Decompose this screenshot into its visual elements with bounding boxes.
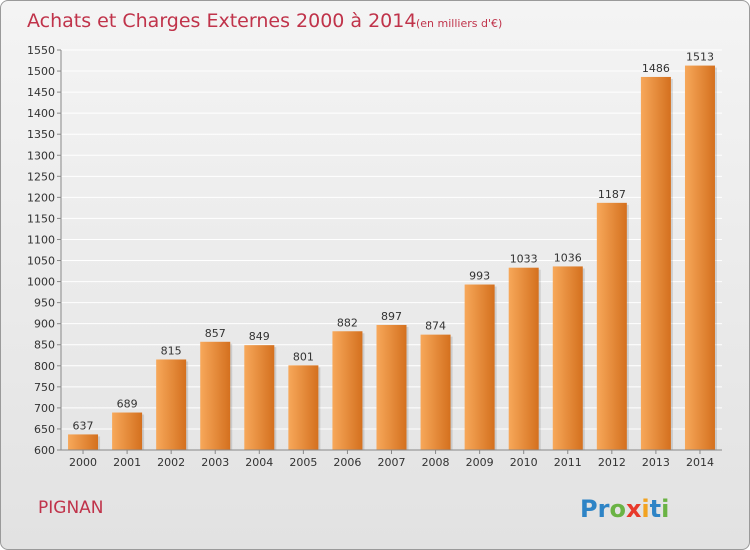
x-tick-label: 2008 xyxy=(422,456,450,469)
logo-letter: P xyxy=(580,495,598,523)
x-tick-label: 2003 xyxy=(201,456,229,469)
x-tick-label: 2009 xyxy=(466,456,494,469)
bar-value-label: 1033 xyxy=(510,253,538,266)
x-tick-label: 2012 xyxy=(598,456,626,469)
x-tick-label: 2001 xyxy=(113,456,141,469)
bar-2011 xyxy=(552,266,583,450)
bar-value-label: 882 xyxy=(337,316,358,329)
y-tick-label: 1450 xyxy=(27,86,55,99)
logo-letter: t xyxy=(650,495,661,523)
y-tick-label: 1550 xyxy=(27,44,55,57)
logo-letter: i xyxy=(661,495,669,523)
bar-value-label: 815 xyxy=(161,344,182,357)
y-tick-label: 1350 xyxy=(27,128,55,141)
bar-value-label: 874 xyxy=(425,320,446,333)
x-tick-label: 2013 xyxy=(642,456,670,469)
y-tick-label: 800 xyxy=(34,360,55,373)
bar-2003 xyxy=(200,341,231,450)
proxiti-logo: Proxiti xyxy=(580,495,669,523)
logo-letter: r xyxy=(598,495,610,523)
bar-value-labels: 637 689 815 857 849 801 882 897 874 993 1033 1036 11… xyxy=(73,51,714,433)
bar-2005 xyxy=(288,365,319,450)
y-tick-label: 1300 xyxy=(27,149,55,162)
bar-2002 xyxy=(156,359,187,450)
bar-value-label: 801 xyxy=(293,350,314,363)
logo-letter: i xyxy=(641,495,649,523)
y-tick-label: 1150 xyxy=(27,212,55,225)
y-tick-label: 1200 xyxy=(27,191,55,204)
bar-2006 xyxy=(332,331,363,450)
x-axis: 2000 2001 2002 2003 2004 2005 2006 2007 2008 2009… xyxy=(61,449,722,469)
chart-subtitle: (en milliers d'€) xyxy=(416,17,502,30)
bars xyxy=(68,65,717,451)
x-tick-label: 2010 xyxy=(510,456,538,469)
x-tick-label: 2005 xyxy=(289,456,317,469)
y-tick-label: 1500 xyxy=(27,65,55,78)
x-tick-label: 2002 xyxy=(157,456,185,469)
logo-letter: x xyxy=(626,495,642,523)
y-tick-label: 700 xyxy=(34,402,55,415)
bar-value-label: 689 xyxy=(117,398,138,411)
bar-2004 xyxy=(244,345,275,450)
y-tick-label: 650 xyxy=(34,423,55,436)
bar-value-label: 1513 xyxy=(686,51,714,64)
y-tick-label: 1250 xyxy=(27,170,55,183)
bar-value-label: 857 xyxy=(205,327,226,340)
y-tick-label: 1400 xyxy=(27,107,55,120)
y-tick-label: 950 xyxy=(34,297,55,310)
bar-2014 xyxy=(684,65,715,450)
y-tick-label: 850 xyxy=(34,339,55,352)
town-name: PIGNAN xyxy=(38,498,104,518)
x-tick-label: 2004 xyxy=(245,456,273,469)
y-tick-label: 1100 xyxy=(27,233,55,246)
y-tick-label: 600 xyxy=(34,444,55,457)
y-tick-label: 1000 xyxy=(27,276,55,289)
bar-2009 xyxy=(464,284,495,450)
x-tick-label: 2000 xyxy=(69,456,97,469)
y-axis: 600 650 700 750 800 850 900 950 1000 1050 1100 1150… xyxy=(27,44,62,457)
bar-value-label: 897 xyxy=(381,310,402,323)
bar-2001 xyxy=(112,412,143,450)
bar-value-label: 1486 xyxy=(642,62,670,75)
y-tick-label: 1050 xyxy=(27,255,55,268)
bar-2000 xyxy=(68,434,99,450)
x-tick-label: 2006 xyxy=(333,456,361,469)
x-tick-label: 2011 xyxy=(554,456,582,469)
bar-2008 xyxy=(420,334,451,450)
logo-letter: o xyxy=(609,495,626,523)
bar-value-label: 993 xyxy=(469,270,490,283)
y-tick-label: 900 xyxy=(34,318,55,331)
bar-value-label: 849 xyxy=(249,330,270,343)
bar-2013 xyxy=(640,76,671,451)
bar-value-label: 637 xyxy=(73,419,94,432)
bar-2007 xyxy=(376,324,407,450)
y-tick-label: 750 xyxy=(34,381,55,394)
chart-title: Achats et Charges Externes 2000 à 2014 xyxy=(27,10,416,32)
bar-2010 xyxy=(508,267,539,450)
bar-value-label: 1187 xyxy=(598,188,626,201)
x-tick-label: 2014 xyxy=(686,456,714,469)
bar-value-label: 1036 xyxy=(554,251,582,264)
x-tick-label: 2007 xyxy=(378,456,406,469)
bar-2012 xyxy=(596,202,627,450)
